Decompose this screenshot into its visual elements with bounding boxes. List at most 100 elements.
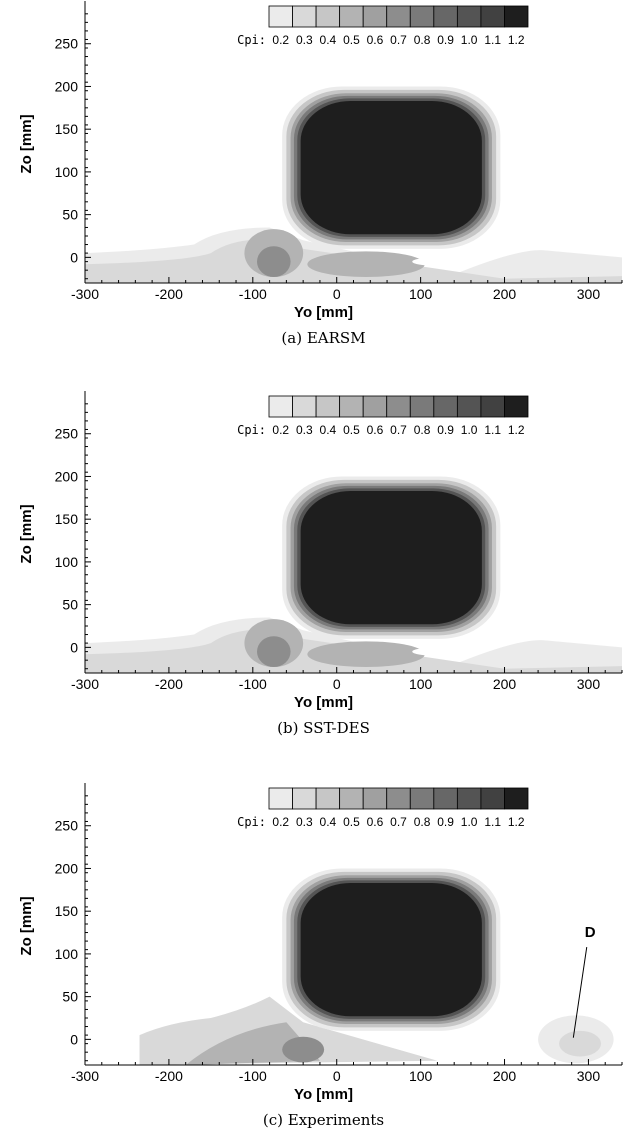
x-tick-label: -200 xyxy=(155,286,183,302)
colorbar-swatch xyxy=(480,787,505,810)
chart-panel-2: -300 -200 -100 0 100 200 300 0 50 100 150 200 250 Yo … xyxy=(18,391,623,737)
colorbar-level-label: 0.4 xyxy=(320,423,337,437)
x-axis-label: Yo [mm] xyxy=(294,694,353,711)
colorbar-swatch xyxy=(433,787,458,810)
x-tick-label: -100 xyxy=(239,286,267,302)
contour-level xyxy=(300,100,482,235)
y-axis-label: Zo [mm] xyxy=(18,896,35,955)
x-tick-label: 0 xyxy=(333,676,341,692)
colorbar-level-label: 0.2 xyxy=(272,33,289,47)
contour-level xyxy=(300,882,482,1017)
colorbar-swatch xyxy=(292,395,317,418)
contour-level xyxy=(257,636,291,668)
x-tick-label: -200 xyxy=(155,1068,183,1084)
y-tick-label: 150 xyxy=(55,903,79,919)
colorbar-level-label: 0.7 xyxy=(390,815,407,829)
annotation-leader-line xyxy=(572,946,588,1038)
colorbar-swatch xyxy=(362,395,388,418)
colorbar-level-label: 0.3 xyxy=(296,33,313,47)
colorbar-swatch xyxy=(268,395,293,418)
colorbar-level-label: 0.3 xyxy=(296,423,313,437)
y-axis-label: Zo [mm] xyxy=(18,114,35,173)
colorbar-level-label: 0.5 xyxy=(343,423,360,437)
y-tick-label: 50 xyxy=(62,597,78,613)
colorbar-swatch xyxy=(504,5,529,28)
colorbar-swatch xyxy=(339,787,364,810)
x-tick-label: 200 xyxy=(493,286,517,302)
colorbar-level-label: 0.7 xyxy=(390,423,407,437)
colorbar-swatch xyxy=(504,787,529,810)
contour-level xyxy=(412,257,463,266)
panel-caption: (c) Experiments xyxy=(263,1111,384,1129)
y-tick-label: 100 xyxy=(55,164,79,180)
contour-field xyxy=(85,86,622,283)
colorbar-level-label: 0.5 xyxy=(343,815,360,829)
y-tick-label: 250 xyxy=(55,426,79,442)
colorbar-swatch xyxy=(386,395,411,418)
colorbar-swatch xyxy=(292,787,317,810)
colorbar-swatch xyxy=(268,787,293,810)
colorbar-level-label: 0.6 xyxy=(367,815,384,829)
y-tick-label: 50 xyxy=(62,989,78,1005)
colorbar-swatch xyxy=(315,787,341,810)
y-tick-label: 150 xyxy=(55,121,79,137)
colorbar-level-label: 1.0 xyxy=(461,423,478,437)
contour-level xyxy=(300,490,482,625)
y-tick-label: 100 xyxy=(55,946,79,962)
chart-panel-3: -300 -200 -100 0 100 200 300 0 50 100 150 200 250 Yo … xyxy=(18,783,623,1129)
x-tick-label: 300 xyxy=(577,286,601,302)
x-tick-label: -300 xyxy=(71,286,99,302)
x-tick-label: 0 xyxy=(333,286,341,302)
colorbar-swatch xyxy=(315,5,341,28)
y-tick-label: 0 xyxy=(70,639,78,655)
x-tick-label: -300 xyxy=(71,1068,99,1084)
colorbar-level-label: 0.8 xyxy=(414,33,431,47)
x-tick-label: 200 xyxy=(493,1068,517,1084)
y-tick-label: 150 xyxy=(55,511,79,527)
y-tick-label: 100 xyxy=(55,554,79,570)
colorbar-swatch xyxy=(268,5,293,28)
colorbar-swatch xyxy=(480,5,505,28)
colorbar-level-label: 0.6 xyxy=(367,423,384,437)
colorbar-swatch xyxy=(409,787,435,810)
colorbar-level-label: 1.0 xyxy=(461,33,478,47)
contour-field xyxy=(139,868,614,1065)
colorbar-level-label: 1.2 xyxy=(508,33,525,47)
contour-level xyxy=(559,1030,602,1057)
colorbar-level-label: 1.1 xyxy=(484,33,501,47)
colorbar-swatch xyxy=(339,5,364,28)
colorbar-swatch xyxy=(480,395,505,418)
x-tick-label: -300 xyxy=(71,676,99,692)
colorbar-swatch xyxy=(362,787,388,810)
colorbar-swatch xyxy=(456,395,482,418)
annotation-label: D xyxy=(585,924,596,941)
colorbar-level-label: 0.9 xyxy=(437,33,454,47)
contour-level xyxy=(412,1039,463,1048)
colorbar-level-label: 0.4 xyxy=(320,815,337,829)
colorbar-level-label: 1.2 xyxy=(508,423,525,437)
colorbar-swatch xyxy=(433,395,458,418)
x-tick-label: -200 xyxy=(155,676,183,692)
x-axis-label: Yo [mm] xyxy=(294,304,353,321)
colorbar-swatch xyxy=(386,5,411,28)
colorbar-label: Cpi: xyxy=(237,33,266,47)
contour-level xyxy=(282,1036,325,1063)
colorbar-level-label: 0.3 xyxy=(296,815,313,829)
colorbar-level-label: 0.2 xyxy=(272,423,289,437)
colorbar-swatch xyxy=(315,395,341,418)
colorbar-swatch xyxy=(292,5,317,28)
colorbar-swatch xyxy=(339,395,364,418)
y-tick-label: 200 xyxy=(55,860,79,876)
colorbar-level-label: 0.4 xyxy=(320,33,337,47)
colorbar-level-label: 0.5 xyxy=(343,33,360,47)
y-axis-label: Zo [mm] xyxy=(18,504,35,563)
x-axis-label: Yo [mm] xyxy=(294,1086,353,1103)
y-tick-label: 0 xyxy=(70,1031,78,1047)
colorbar-level-label: 0.9 xyxy=(437,815,454,829)
colorbar-level-label: 0.8 xyxy=(414,423,431,437)
colorbar-swatch xyxy=(456,5,482,28)
x-tick-label: -100 xyxy=(239,676,267,692)
colorbar-level-label: 0.6 xyxy=(367,33,384,47)
panel-caption: (b) SST-DES xyxy=(277,719,370,737)
